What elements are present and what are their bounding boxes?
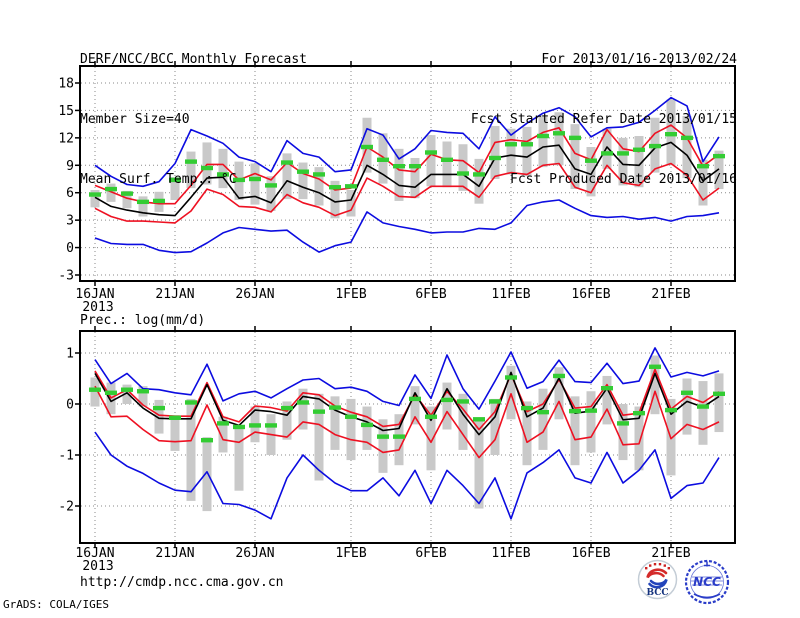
ncc-label: NCC (693, 575, 721, 589)
y-tick-label: -3 (58, 268, 74, 283)
surface-temperature-forecast-ensemble-mean-line (94, 141, 720, 217)
y-tick-label: 18 (58, 77, 74, 92)
x-axis-year-label: 2013 (82, 300, 113, 315)
precipitation-forecast-ensemble-max-line (94, 347, 720, 410)
x-tick-label: 6FEB (415, 287, 446, 302)
x-tick-label: 16JAN (75, 287, 114, 302)
surface-temperature-forecast-upper-envelope-line (94, 124, 720, 205)
bcc-logo: BCC (637, 559, 678, 600)
y-tick-label: 3 (66, 214, 74, 229)
obs-dash-markers (89, 364, 725, 443)
bcc-label: BCC (646, 588, 668, 598)
obs-dash-markers (89, 131, 725, 205)
fcst-started-label: Fcst Started Refer Date 2013/01/15 (470, 112, 737, 127)
y-tick-label: -2 (58, 500, 74, 515)
bcc-swirl-red (646, 568, 668, 579)
x-tick-label: 11FEB (491, 287, 530, 302)
precipitation-forecast-plot: 16JAN 21JAN 26JAN 1FEB 6FEB 11FEB 16FEB 21FEB 20… (58, 326, 736, 574)
bcc-ring (637, 559, 678, 600)
plot-border (79, 330, 736, 544)
precipitation-forecast-ensemble-mean-line (94, 371, 720, 436)
page-title: DERF/NCC/BCC Monthly Forecast (80, 52, 307, 67)
precipitation-forecast-ensemble-min-line (94, 431, 720, 520)
forecast-range-label: For 2013/01/16-2013/02/24 (541, 52, 737, 67)
surface-temperature-forecast-ensemble-min-line (94, 199, 720, 254)
bcc-arc-text-marks (645, 563, 670, 570)
x-tick-label: 6FEB (415, 546, 446, 561)
header-left: DERF/NCC/BCC Monthly Forecast Member Siz… (80, 10, 307, 230)
header-right: For 2013/01/16-2013/02/24 Fcst Started R… (471, 10, 737, 230)
plot-border (79, 65, 736, 282)
member-size-label: Member Size=40 (80, 112, 190, 127)
precipitation-forecast-lower-envelope-line (94, 385, 720, 459)
source-url-text: http://cmdp.ncc.cma.gov.cn (80, 575, 284, 590)
x-tick-label: 16FEB (571, 546, 610, 561)
bcc-swirl-blue (648, 578, 668, 589)
x-tick-label: 21FEB (651, 546, 690, 561)
y-tick-label: 0 (66, 241, 74, 256)
y-tick-label: 1 (66, 347, 74, 362)
x-tick-label: 11FEB (491, 546, 530, 561)
surface-temperature-forecast-ensemble-max-line (94, 96, 720, 188)
x-tick-label: 1FEB (335, 287, 366, 302)
surface-temperature-forecast-lower-envelope-line (94, 162, 720, 224)
y-tick-label: 15 (58, 104, 74, 119)
y-tick-label: 6 (66, 186, 74, 201)
ncc-logo: NCC (684, 559, 730, 605)
x-axis-year-label: 2013 (82, 559, 113, 574)
y-tick-label: 9 (66, 159, 74, 174)
fcst-produced-label: Fcst Produced Date 2013/01/16 (510, 172, 737, 187)
x-tick-label: 21JAN (155, 287, 194, 302)
y-tick-label: 0 (66, 398, 74, 413)
x-tick-label: 21FEB (651, 287, 690, 302)
surface-temperature-forecast-plot: 16JAN 21JAN 26JAN 1FEB 6FEB 11FEB 16FEB 21FEB 20… (58, 61, 736, 315)
grads-credit: GrADS: COLA/IGES (3, 598, 109, 611)
y-tick-label: 12 (58, 131, 74, 146)
ncc-emblem (684, 559, 730, 605)
x-tick-label: 1FEB (335, 546, 366, 561)
x-tick-label: 26JAN (235, 287, 274, 302)
y-tick-label: -1 (58, 449, 74, 464)
temp-chart-title: Mean Surf. Temp.: °C (80, 172, 237, 187)
x-tick-label: 21JAN (155, 546, 194, 561)
prec-chart-title: Prec.: log(mm/d) (80, 313, 206, 328)
x-tick-label: 26JAN (235, 546, 274, 561)
x-tick-label: 16FEB (571, 287, 610, 302)
x-tick-label: 16JAN (75, 546, 114, 561)
